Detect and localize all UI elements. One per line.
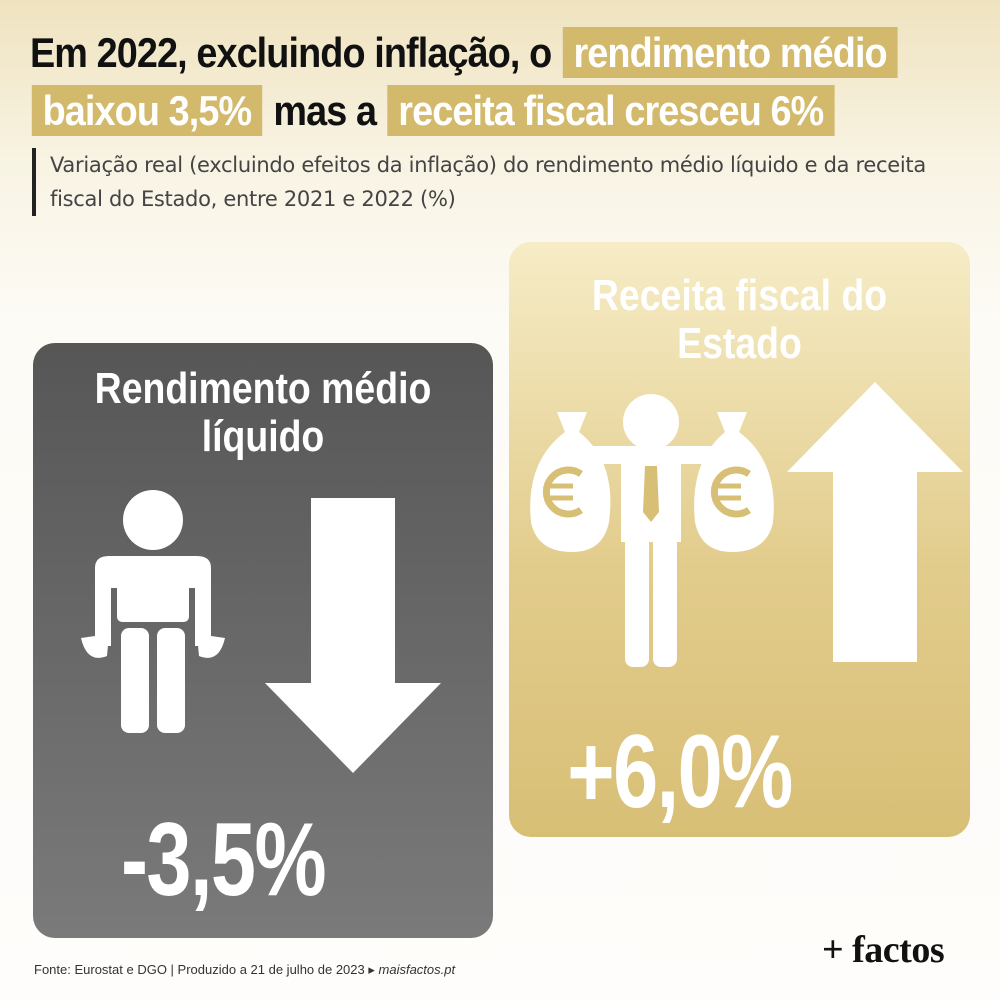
income-label-line-1: Rendimento médio xyxy=(94,364,432,413)
title-text-plain-2: mas a xyxy=(273,87,377,134)
person-money-bags-icon xyxy=(530,394,774,667)
brand-logo: + factos xyxy=(822,929,945,971)
income-value-label: -3,5% xyxy=(120,802,327,918)
title-highlight-drop: baixou 3,5% xyxy=(31,85,262,136)
title-highlight-revenue: receita fiscal cresceu 6% xyxy=(387,85,835,136)
source-text: Fonte: Eurostat e DGO | Produzido a 21 d… xyxy=(34,962,375,977)
source-footer: Fonte: Eurostat e DGO | Produzido a 21 d… xyxy=(34,962,455,978)
title-text-plain-1: Em 2022, excluindo inflação, o xyxy=(30,29,552,76)
arrow-up-icon xyxy=(787,382,963,662)
arrow-down-icon xyxy=(265,498,441,773)
chart-subtitle: Variação real (excluindo efeitos da infl… xyxy=(32,148,980,216)
revenue-panel: Receita fiscal do Estado +6,0% xyxy=(509,242,970,837)
site-link[interactable]: maisfactos.pt xyxy=(378,962,456,977)
revenue-label: Receita fiscal do Estado xyxy=(591,271,888,368)
revenue-value-label: +6,0% xyxy=(567,714,793,830)
income-label: Rendimento médio líquido xyxy=(68,365,459,461)
empty-pockets-person-icon xyxy=(81,490,225,733)
title-highlight-income: rendimento médio xyxy=(562,27,898,78)
income-panel: Rendimento médio líquido -3,5% xyxy=(33,343,493,938)
title-line-2: baixou 3,5% mas a receita fiscal cresceu… xyxy=(30,82,885,140)
title-line-1: Em 2022, excluindo inflação, o rendiment… xyxy=(30,24,898,82)
income-label-line-2: líquido xyxy=(201,412,325,461)
chart-title: Em 2022, excluindo inflação, o rendiment… xyxy=(30,24,898,140)
